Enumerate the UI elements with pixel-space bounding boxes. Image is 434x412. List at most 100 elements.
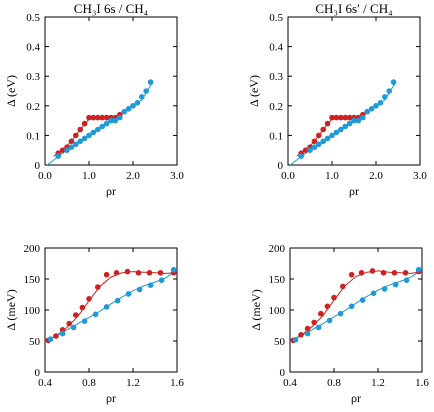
- y-tick-label: 50: [29, 336, 41, 348]
- data-point-red: [73, 312, 79, 318]
- data-point-red: [358, 270, 365, 276]
- data-point-red: [380, 270, 387, 276]
- data-point-blue: [77, 138, 83, 145]
- y-tick-label: 50: [274, 336, 286, 348]
- y-axis-label: Δ (eV): [4, 75, 18, 107]
- data-point-red: [81, 120, 88, 127]
- data-point-blue: [143, 88, 149, 94]
- y-tick-label: 200: [24, 243, 41, 255]
- data-point-blue: [64, 147, 70, 153]
- data-point-blue: [348, 303, 355, 310]
- x-tick-label: 1.2: [371, 377, 385, 389]
- fit-line-blue: [289, 269, 423, 342]
- y-tick-label: 0.4: [26, 42, 40, 54]
- data-point-red: [329, 114, 335, 121]
- x-tick-label: 1.0: [82, 170, 96, 182]
- data-point-blue: [90, 129, 97, 136]
- x-tick-label: 0.0: [38, 170, 52, 182]
- data-point-blue: [351, 117, 357, 124]
- data-point-red: [340, 283, 346, 290]
- data-point-blue: [112, 117, 119, 124]
- data-point-blue: [342, 123, 349, 130]
- chart-title: CH₃I 6s / CH₄: [74, 1, 149, 16]
- data-point-red: [320, 126, 327, 133]
- data-point-blue: [108, 117, 114, 124]
- data-point-blue: [386, 88, 393, 94]
- x-tick-label: 1.2: [126, 377, 140, 389]
- data-point-red: [79, 304, 86, 311]
- data-point-blue: [125, 106, 132, 112]
- y-axis-label: Δ (meV): [249, 289, 263, 330]
- data-point-red: [324, 303, 331, 310]
- x-tick-label: 1.6: [415, 377, 429, 389]
- data-point-blue: [81, 135, 88, 142]
- data-point-red: [346, 114, 353, 121]
- data-point-blue: [315, 324, 322, 331]
- chart-panel-3: 0 50 100 150 200 0.4 0.8 1.2 1.6 ρr Δ (meV): [4, 243, 184, 405]
- x-tick-label: 0.4: [283, 377, 297, 389]
- data-point-red: [77, 126, 83, 133]
- data-point-blue: [311, 144, 318, 150]
- data-point-red: [135, 270, 142, 276]
- y-axis-label: Δ (meV): [4, 289, 18, 330]
- data-point-blue: [170, 266, 177, 273]
- fit-line-blue: [44, 269, 178, 342]
- data-point-red: [95, 114, 101, 121]
- x-axis-label: ρr: [351, 391, 361, 405]
- data-point-blue: [292, 337, 299, 343]
- data-point-blue: [136, 286, 143, 293]
- y-tick-label: 150: [269, 274, 286, 286]
- x-tick-label: 0.8: [327, 377, 341, 389]
- y-axis-label: Δ (eV): [247, 75, 261, 107]
- data-point-blue: [355, 117, 362, 124]
- data-point-red: [391, 270, 398, 276]
- data-point-blue: [381, 286, 388, 292]
- x-tick-label: 3.0: [413, 170, 427, 182]
- data-point-red: [342, 114, 349, 121]
- data-point-red: [66, 320, 72, 327]
- data-point-red: [68, 138, 75, 145]
- data-point-red: [99, 114, 105, 121]
- y-tick-label: 0: [278, 160, 284, 172]
- data-point-blue: [139, 94, 145, 100]
- data-point-blue: [307, 147, 313, 153]
- data-point-blue: [359, 297, 366, 303]
- x-axis-label: ρr: [106, 391, 116, 405]
- data-point-blue: [114, 297, 121, 304]
- y-tick-label: 100: [269, 305, 286, 317]
- x-tick-label: 1.0: [325, 170, 339, 182]
- x-tick-label: 3.0: [170, 170, 184, 182]
- x-axis-label: ρr: [349, 184, 359, 198]
- y-tick-label: 0.4: [269, 42, 283, 54]
- data-point-blue: [320, 138, 327, 145]
- data-point-red: [73, 132, 79, 139]
- data-point-blue: [304, 330, 311, 337]
- data-point-red: [146, 270, 153, 276]
- data-point-red: [348, 271, 355, 278]
- data-point-red: [338, 114, 344, 121]
- data-point-blue: [147, 79, 154, 85]
- chart-panel-2: 0 0.1 0.2 0.3 0.4 0.5 0.0 1.0 2.0 3.0 ρr Δ (eV) CH₃I…: [247, 1, 427, 198]
- data-point-blue: [337, 310, 344, 317]
- data-point-blue: [316, 141, 322, 148]
- data-point-blue: [326, 317, 333, 324]
- plot-frame: [287, 16, 421, 166]
- data-point-red: [90, 114, 97, 121]
- data-point-blue: [392, 281, 399, 288]
- data-point-red: [53, 333, 59, 339]
- data-point-blue: [364, 108, 371, 115]
- data-point-red: [302, 147, 309, 153]
- y-tick-label: 0.5: [269, 12, 283, 24]
- data-point-blue: [81, 318, 88, 325]
- data-point-blue: [117, 114, 123, 121]
- fit-line-red: [289, 270, 423, 342]
- y-tick-label: 0.3: [269, 71, 283, 83]
- data-point-blue: [377, 100, 384, 106]
- data-point-red: [316, 132, 322, 139]
- data-point-blue: [373, 103, 379, 109]
- data-point-blue: [130, 103, 136, 109]
- data-point-blue: [147, 282, 154, 289]
- data-point-red: [86, 114, 92, 121]
- data-point-blue: [390, 79, 397, 85]
